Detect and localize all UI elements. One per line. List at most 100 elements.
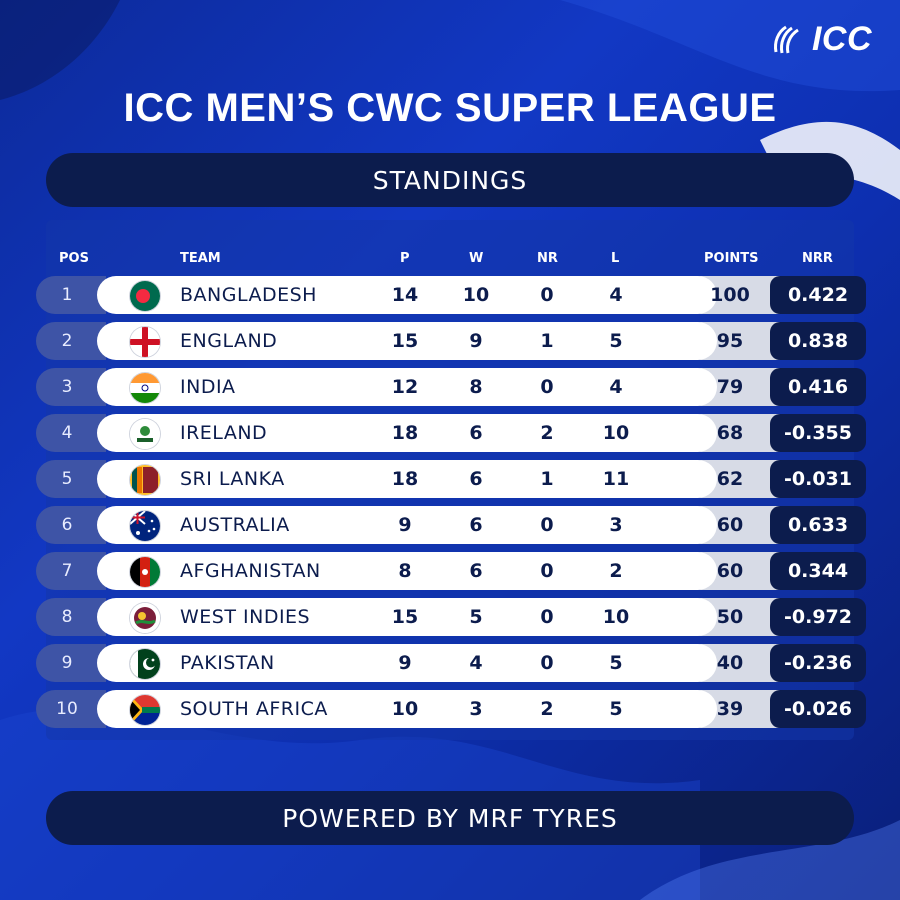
points-cell: 39 bbox=[716, 698, 744, 720]
south-africa-flag-icon bbox=[130, 695, 160, 725]
sri-lanka-flag-icon bbox=[130, 465, 160, 495]
afghanistan-flag-icon bbox=[130, 557, 160, 587]
team-row-bar bbox=[97, 598, 717, 636]
pakistan-flag-icon bbox=[130, 649, 160, 679]
lost-cell: 4 bbox=[609, 376, 623, 398]
team-row-bar bbox=[97, 414, 717, 452]
header-p: P bbox=[400, 251, 410, 266]
team-row-bar bbox=[97, 276, 717, 314]
played-cell: 14 bbox=[391, 284, 419, 306]
table-row: 4 IRELAND 18 6 2 10 68 -0.355 bbox=[0, 412, 900, 458]
team-row-bar bbox=[97, 322, 717, 360]
no-result-cell: 0 bbox=[540, 560, 554, 582]
team-name: PAKISTAN bbox=[180, 652, 275, 674]
played-cell: 10 bbox=[391, 698, 419, 720]
bangladesh-flag-icon bbox=[130, 281, 160, 311]
table-row: 10 SOUTH AFRICA 10 3 2 5 39 -0.026 bbox=[0, 688, 900, 734]
position-box bbox=[36, 322, 106, 360]
no-result-cell: 2 bbox=[540, 698, 554, 720]
team-name: IRELAND bbox=[180, 422, 268, 444]
table-row: 9 PAKISTAN 9 4 0 5 40 -0.236 bbox=[0, 642, 900, 688]
position-cell: 10 bbox=[56, 699, 78, 719]
points-cell: 68 bbox=[716, 422, 744, 444]
team-row-bar bbox=[97, 460, 717, 498]
position-box bbox=[36, 368, 106, 406]
position-box bbox=[36, 552, 106, 590]
table-row: 6 AUSTRALIA 9 6 0 3 60 0.633 bbox=[0, 504, 900, 550]
team-row-bar bbox=[97, 690, 717, 728]
played-cell: 9 bbox=[398, 514, 412, 536]
team-name: INDIA bbox=[180, 376, 236, 398]
played-cell: 18 bbox=[391, 422, 419, 444]
won-cell: 6 bbox=[469, 514, 483, 536]
ireland-cricket-logo-icon bbox=[130, 419, 160, 449]
team-name: AFGHANISTAN bbox=[180, 560, 321, 582]
position-cell: 2 bbox=[61, 331, 73, 351]
no-result-cell: 0 bbox=[540, 514, 554, 536]
position-box bbox=[36, 644, 106, 682]
nrr-cell: 0.422 bbox=[770, 276, 866, 314]
nrr-cell: -0.026 bbox=[770, 690, 866, 728]
points-cell: 79 bbox=[716, 376, 744, 398]
won-cell: 8 bbox=[469, 376, 483, 398]
table-row: 5 SRI LANKA 18 6 1 11 62 -0.031 bbox=[0, 458, 900, 504]
nrr-cell: 0.416 bbox=[770, 368, 866, 406]
no-result-cell: 0 bbox=[540, 284, 554, 306]
position-cell: 9 bbox=[61, 653, 73, 673]
position-box bbox=[36, 506, 106, 544]
header-w: W bbox=[469, 251, 484, 266]
page-title: ICC MEN’S CWC SUPER LEAGUE bbox=[123, 86, 777, 130]
table-row: 2 ENGLAND 15 9 1 5 95 0.838 bbox=[0, 320, 900, 366]
position-box bbox=[36, 460, 106, 498]
table-header: POS TEAM P W NR L POINTS NRR bbox=[0, 248, 900, 270]
sponsor-label: POWERED BY MRF TYRES bbox=[282, 803, 618, 833]
position-box bbox=[36, 414, 106, 452]
table-row: 1 BANGLADESH 14 10 0 4 100 0.422 bbox=[0, 274, 900, 320]
points-cell: 60 bbox=[716, 514, 744, 536]
team-name: WEST INDIES bbox=[180, 606, 311, 628]
position-cell: 6 bbox=[61, 515, 73, 535]
header-pos: POS bbox=[59, 251, 89, 266]
icc-logo-text: ICC bbox=[811, 20, 872, 58]
table-row: 3 INDIA 12 8 0 4 79 0.416 bbox=[0, 366, 900, 412]
england-flag-icon bbox=[130, 327, 160, 357]
won-cell: 10 bbox=[462, 284, 490, 306]
position-cell: 8 bbox=[61, 607, 73, 627]
standings-banner: STANDINGS bbox=[46, 153, 854, 207]
standings-table: 1 BANGLADESH 14 10 0 4 100 0.422 2 ENGLA… bbox=[0, 274, 900, 734]
no-result-cell: 0 bbox=[540, 376, 554, 398]
lost-cell: 11 bbox=[602, 468, 630, 490]
header-team: TEAM bbox=[180, 251, 221, 266]
team-name: BANGLADESH bbox=[180, 284, 317, 306]
position-cell: 4 bbox=[61, 423, 73, 443]
team-name: SOUTH AFRICA bbox=[180, 698, 328, 720]
position-cell: 5 bbox=[61, 469, 73, 489]
points-cell: 95 bbox=[716, 330, 744, 352]
position-cell: 1 bbox=[61, 285, 73, 305]
lost-cell: 3 bbox=[609, 514, 623, 536]
position-cell: 3 bbox=[61, 377, 73, 397]
standings-label: STANDINGS bbox=[372, 165, 528, 195]
lost-cell: 4 bbox=[609, 284, 623, 306]
no-result-cell: 2 bbox=[540, 422, 554, 444]
nrr-cell: -0.972 bbox=[770, 598, 866, 636]
nrr-cell: 0.633 bbox=[770, 506, 866, 544]
australia-flag-icon bbox=[130, 511, 160, 541]
won-cell: 6 bbox=[469, 468, 483, 490]
played-cell: 15 bbox=[391, 330, 419, 352]
played-cell: 12 bbox=[391, 376, 419, 398]
header-points: POINTS bbox=[704, 251, 759, 266]
points-cell: 62 bbox=[716, 468, 744, 490]
no-result-cell: 1 bbox=[540, 330, 554, 352]
header-l: L bbox=[611, 251, 620, 266]
nrr-cell: -0.031 bbox=[770, 460, 866, 498]
nrr-cell: 0.838 bbox=[770, 322, 866, 360]
header-nr: NR bbox=[537, 251, 558, 266]
lost-cell: 2 bbox=[609, 560, 623, 582]
cricket-ball-logo-icon bbox=[773, 25, 799, 53]
team-row-bar bbox=[97, 644, 717, 682]
played-cell: 18 bbox=[391, 468, 419, 490]
nrr-cell: 0.344 bbox=[770, 552, 866, 590]
nrr-cell: -0.355 bbox=[770, 414, 866, 452]
no-result-cell: 1 bbox=[540, 468, 554, 490]
